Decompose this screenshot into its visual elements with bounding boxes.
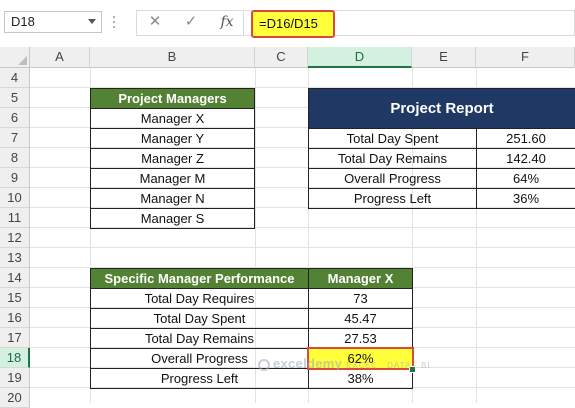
performance-value-cell[interactable]: 27.53 xyxy=(308,328,413,349)
performance-label-cell[interactable]: Total Day Remains xyxy=(90,328,309,349)
select-all-corner[interactable] xyxy=(0,47,30,68)
manager-cell[interactable]: Manager S xyxy=(90,208,255,229)
performance-label-cell[interactable]: Total Day Spent xyxy=(90,308,309,329)
watermark-tagline: EXCEL · DATA · BI xyxy=(346,361,431,370)
row-header-15[interactable]: 15 xyxy=(0,288,30,308)
row-header-14[interactable]: 14 xyxy=(0,268,30,288)
gridline xyxy=(476,68,477,403)
manager-cell[interactable]: Manager Z xyxy=(90,148,255,169)
performance-label-cell[interactable]: Progress Left xyxy=(90,368,309,389)
formula-content[interactable]: =D16/D15 xyxy=(251,10,335,38)
report-label-cell[interactable]: Progress Left xyxy=(308,188,477,209)
active-cell-outline xyxy=(307,347,414,370)
column-header-d[interactable]: D xyxy=(308,47,412,68)
row-header-6[interactable]: 6 xyxy=(0,108,30,128)
manager-cell[interactable]: Manager N xyxy=(90,188,255,209)
performance-value-cell[interactable]: 38% xyxy=(308,368,413,389)
column-header-f[interactable]: F xyxy=(476,47,575,68)
report-value-cell[interactable]: 142.40 xyxy=(476,148,575,169)
performance-value-cell[interactable]: 73 xyxy=(308,288,413,309)
row-header-4[interactable]: 4 xyxy=(0,68,30,88)
row-header-12[interactable]: 12 xyxy=(0,228,30,248)
gridline xyxy=(412,68,413,403)
row-header-10[interactable]: 10 xyxy=(0,188,30,208)
gridline xyxy=(308,68,309,403)
column-header-e[interactable]: E xyxy=(412,47,476,68)
formula-buttons-group xyxy=(136,10,244,36)
row-header-8[interactable]: 8 xyxy=(0,148,30,168)
row-header-17[interactable]: 17 xyxy=(0,328,30,348)
drag-handle-icon[interactable] xyxy=(112,13,116,33)
exceldemy-watermark: exceldemy EXCEL · DATA · BI xyxy=(258,356,431,371)
performance-table-header[interactable]: Specific Manager Performance xyxy=(90,268,309,289)
gridline xyxy=(90,68,91,403)
row-header-20[interactable]: 20 xyxy=(0,388,30,408)
managers-table-header[interactable]: Project Managers xyxy=(90,88,255,109)
performance-label-cell[interactable]: Total Day Requires xyxy=(90,288,309,309)
project-report-title[interactable]: Project Report xyxy=(308,88,575,129)
column-header-c[interactable]: C xyxy=(255,47,308,68)
report-label-cell[interactable]: Overall Progress xyxy=(308,168,477,189)
column-header-b[interactable]: B xyxy=(90,47,255,68)
manager-cell[interactable]: Manager M xyxy=(90,168,255,189)
row-header-19[interactable]: 19 xyxy=(0,368,30,388)
watermark-name: exceldemy xyxy=(273,356,343,371)
row-header-13[interactable]: 13 xyxy=(0,248,30,268)
performance-manager-header[interactable]: Manager X xyxy=(308,268,413,289)
row-header-18[interactable]: 18 xyxy=(0,348,30,368)
row-header-5[interactable]: 5 xyxy=(0,88,30,108)
row-header-11[interactable]: 11 xyxy=(0,208,30,228)
row-header-9[interactable]: 9 xyxy=(0,168,30,188)
row-header-7[interactable]: 7 xyxy=(0,128,30,148)
gridline xyxy=(255,68,256,403)
report-label-cell[interactable]: Total Day Spent xyxy=(308,128,477,149)
name-box-value: D18 xyxy=(11,14,35,29)
report-value-cell[interactable]: 64% xyxy=(476,168,575,189)
row-header-16[interactable]: 16 xyxy=(0,308,30,328)
enter-icon[interactable]: ✓ xyxy=(184,13,198,30)
formula-bar: D18 ✕ ✓ fx =D16/D15 xyxy=(0,0,575,47)
chevron-down-icon[interactable] xyxy=(88,19,96,24)
cancel-icon[interactable]: ✕ xyxy=(148,13,162,30)
report-value-cell[interactable]: 36% xyxy=(476,188,575,209)
manager-cell[interactable]: Manager X xyxy=(90,108,255,129)
report-label-cell[interactable]: Total Day Remains xyxy=(308,148,477,169)
column-header-a[interactable]: A xyxy=(30,47,90,68)
report-value-cell[interactable]: 251.60 xyxy=(476,128,575,149)
performance-value-cell[interactable]: 45.47 xyxy=(308,308,413,329)
manager-cell[interactable]: Manager Y xyxy=(90,128,255,149)
fill-handle[interactable] xyxy=(409,366,416,373)
exceldemy-logo-icon xyxy=(258,359,270,371)
select-all-icon xyxy=(18,56,27,65)
name-box[interactable]: D18 xyxy=(4,11,102,33)
insert-function-icon[interactable]: fx xyxy=(220,14,234,30)
